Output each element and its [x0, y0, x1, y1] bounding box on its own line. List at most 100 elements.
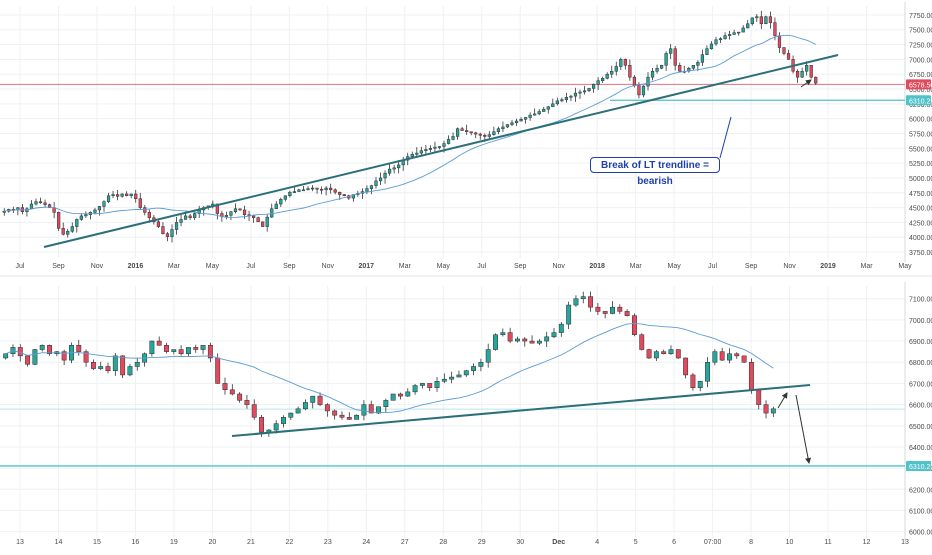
- candle-up: [274, 203, 278, 210]
- candle-down: [474, 132, 478, 135]
- candle-down: [259, 417, 264, 433]
- candle-down: [773, 22, 777, 36]
- candle-up: [709, 43, 714, 49]
- candle-down: [161, 226, 165, 234]
- x-tick-label: 22: [285, 539, 293, 546]
- candle-up: [369, 185, 374, 189]
- candle-up: [127, 366, 133, 376]
- candle-down: [639, 334, 645, 350]
- candle-down: [38, 201, 43, 204]
- candle-up: [34, 201, 38, 205]
- candle-down: [478, 133, 482, 136]
- moving-average-line: [4, 34, 816, 219]
- bearish-note-callout: Break of LT trendline = bearish: [590, 157, 720, 187]
- candle-up: [587, 88, 591, 92]
- x-tick-label: 4: [595, 539, 599, 546]
- candle-down: [673, 48, 677, 66]
- x-tick-label: 20: [208, 539, 216, 546]
- x-tick-label: 6: [672, 539, 676, 546]
- candle-up: [653, 351, 659, 359]
- candle-down: [83, 351, 89, 363]
- candle-down: [759, 16, 763, 25]
- x-tick-label: Mar: [860, 263, 873, 270]
- candle-up: [281, 417, 286, 424]
- candle-up: [528, 114, 532, 118]
- x-tick-label: 5: [634, 539, 638, 546]
- candle-up: [179, 219, 183, 223]
- candle-up: [471, 366, 477, 371]
- y-tick-label: 6600.00: [909, 403, 932, 410]
- candle-up: [732, 32, 736, 35]
- level-price-tag: [906, 79, 931, 90]
- y-tick-label: 7250.00: [909, 43, 932, 50]
- candle-up: [279, 199, 283, 205]
- candle-down: [631, 315, 637, 335]
- candle-up: [224, 215, 229, 217]
- candle-up: [383, 172, 387, 179]
- candle-up: [183, 215, 188, 220]
- candle-up: [354, 414, 360, 420]
- candle-down: [256, 217, 260, 223]
- candle-up: [449, 376, 455, 380]
- candle-down: [164, 345, 169, 352]
- candle-up: [273, 423, 279, 431]
- candle-down: [624, 311, 630, 316]
- candle-up: [70, 226, 74, 232]
- candle-up: [578, 91, 582, 94]
- candle-down: [469, 131, 473, 134]
- candle-up: [664, 53, 668, 66]
- candle-up: [434, 381, 440, 388]
- x-tick-label: Jul: [16, 263, 25, 270]
- candle-up: [746, 23, 750, 29]
- x-tick-label: 8: [749, 539, 753, 546]
- candle-up: [93, 209, 97, 213]
- candle-up: [555, 100, 559, 105]
- candle-up: [496, 128, 501, 132]
- candle-down: [244, 400, 250, 405]
- candle-down: [632, 76, 637, 86]
- candle-down: [61, 228, 65, 235]
- candle-up: [233, 208, 238, 213]
- y-tick-label: 6000.00: [909, 530, 932, 537]
- y-tick-label: 7750.00: [909, 13, 932, 20]
- price-pane-0: 7750.00 7500.00 7250.00 7000.00 6750.00 6500.…: [0, 2, 932, 270]
- bounce-arrow: [777, 392, 788, 409]
- candle-up: [365, 188, 369, 192]
- level-price-label: 6310.25: [909, 98, 932, 105]
- x-tick-label: Nov: [552, 263, 565, 270]
- x-tick-label: 21: [247, 539, 255, 546]
- candle-down: [683, 357, 689, 376]
- candle-up: [456, 374, 462, 378]
- candle-down: [646, 349, 652, 359]
- candle-down: [342, 194, 346, 196]
- candle-up: [514, 120, 519, 124]
- candle-up: [97, 206, 102, 211]
- candle-up: [493, 334, 498, 350]
- candle-up: [442, 143, 446, 147]
- candle-down: [338, 191, 342, 195]
- x-tick-label: 30: [516, 539, 524, 546]
- x-tick-label: Nov: [91, 263, 104, 270]
- candle-up: [737, 31, 741, 34]
- candle-up: [111, 194, 115, 196]
- y-tick-label: 6700.00: [909, 381, 932, 388]
- candle-up: [805, 65, 809, 72]
- candle-up: [566, 304, 572, 325]
- candle-up: [392, 167, 396, 170]
- candle-down: [782, 47, 786, 54]
- candle-down: [61, 351, 67, 361]
- candle-down: [156, 221, 161, 227]
- x-tick-label: Nov: [783, 263, 796, 270]
- y-tick-label: 6200.00: [909, 487, 932, 494]
- candle-up: [487, 134, 491, 137]
- y-tick-label: 6400.00: [909, 445, 932, 452]
- x-tick-label: 28: [439, 539, 447, 546]
- y-tick-label: 6900.00: [909, 339, 932, 346]
- candle-up: [29, 203, 34, 210]
- candle-down: [105, 366, 111, 371]
- candle-up: [415, 152, 419, 155]
- candle-up: [378, 177, 383, 182]
- candle-up: [463, 370, 469, 376]
